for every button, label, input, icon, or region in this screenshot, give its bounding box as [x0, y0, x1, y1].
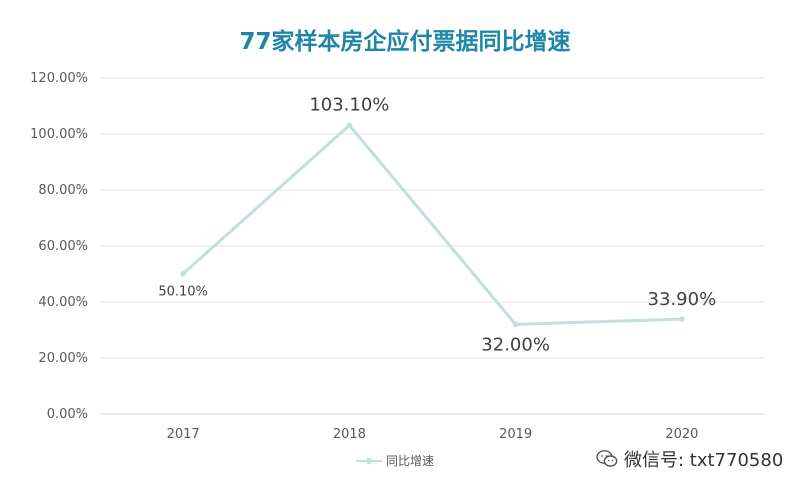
chart-title: 77家样本房企应付票据同比增速 — [239, 29, 571, 55]
series-line — [182, 123, 682, 326]
gridlines — [100, 77, 765, 415]
wechat-icon — [596, 450, 618, 467]
y-tick-label: 100.00% — [30, 127, 88, 142]
data-label: 50.10% — [158, 285, 208, 300]
x-axis-ticks: 2017 2018 2019 2020 — [167, 427, 699, 442]
y-tick-label: 80.00% — [38, 183, 88, 198]
y-tick-label: 20.00% — [38, 351, 88, 366]
data-label: 103.10% — [309, 94, 389, 115]
x-tick-label: 2017 — [167, 427, 200, 442]
legend-swatch — [356, 455, 382, 467]
watermark: 微信号: txt770580 — [596, 446, 783, 472]
data-point — [180, 270, 186, 277]
data-labels: 50.10% 103.10% 32.00% 33.90% — [158, 94, 716, 355]
data-point — [679, 316, 685, 322]
data-point — [512, 321, 519, 328]
x-tick-label: 2019 — [499, 427, 532, 442]
data-point — [346, 122, 353, 129]
data-label: 32.00% — [481, 334, 550, 355]
data-label: 33.90% — [648, 289, 717, 310]
watermark-text: 微信号: txt770580 — [624, 450, 784, 471]
legend-label: 同比增速 — [386, 454, 435, 468]
y-tick-label: 40.00% — [38, 295, 88, 310]
x-tick-label: 2020 — [665, 427, 698, 442]
y-tick-label: 120.00% — [30, 71, 88, 86]
legend: 同比增速 — [356, 452, 434, 469]
series-layer — [180, 122, 685, 328]
x-tick-label: 2018 — [333, 427, 366, 442]
y-tick-label: 60.00% — [38, 239, 88, 254]
y-tick-label: 0.00% — [47, 407, 88, 422]
y-axis-ticks: 0.00% 20.00% 40.00% 60.00% 80.00% 100.00% 120.… — [30, 71, 88, 422]
